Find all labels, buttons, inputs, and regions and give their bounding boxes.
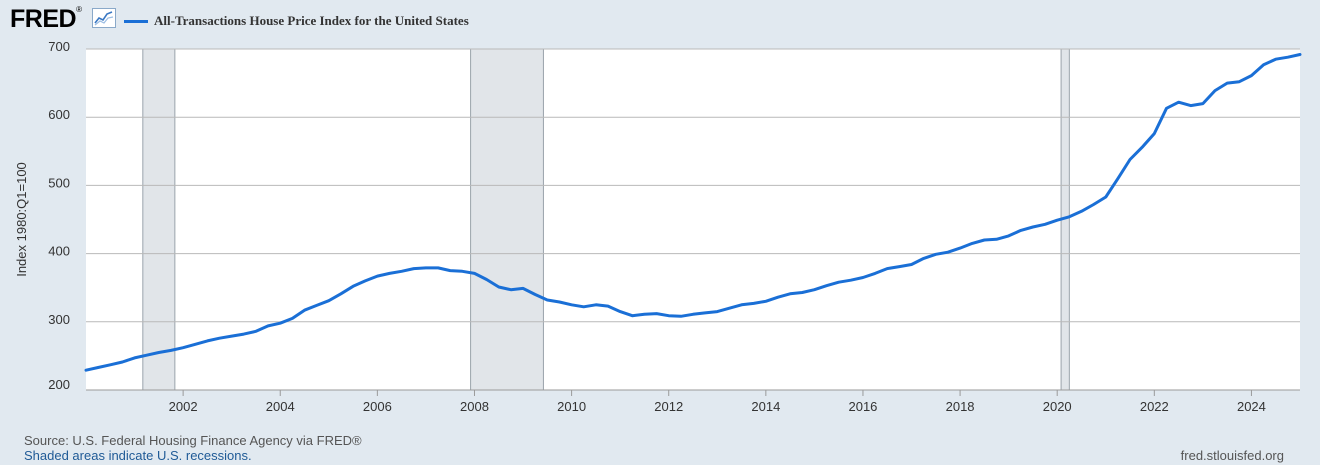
y-tick-label: 200 (48, 377, 70, 392)
x-tick-label: 2016 (848, 399, 877, 414)
x-tick-label: 2006 (363, 399, 392, 414)
y-tick-label: 600 (48, 107, 70, 122)
x-tick-label: 2018 (946, 399, 975, 414)
x-tick-label: 2004 (266, 399, 295, 414)
fred-url[interactable]: fred.stlouisfed.org (1180, 448, 1284, 463)
source-note: Source: U.S. Federal Housing Finance Age… (24, 433, 362, 448)
series-layer (84, 53, 1302, 372)
x-tick-label: 2010 (557, 399, 586, 414)
x-tick-label: 2020 (1043, 399, 1072, 414)
header: FRED® All-Transactions House Price Index… (0, 0, 1320, 44)
x-axis-ticks: 2002 2004 2006 2008 2010 2012 2014 2016 2018 2020… (86, 389, 1300, 414)
recession-note[interactable]: Shaded areas indicate U.S. recessions. (24, 448, 252, 463)
x-tick-label: 2014 (751, 399, 780, 414)
x-tick-label: 2012 (654, 399, 683, 414)
y-tick-label: 300 (48, 312, 70, 327)
fred-logo[interactable]: FRED® (10, 5, 82, 34)
x-tick-label: 2024 (1237, 399, 1266, 414)
y-axis-label: Index 1980:Q1=100 (14, 162, 29, 277)
series-line[interactable] (84, 53, 1302, 372)
y-axis-ticks: 200 300 400 500 600 700 (48, 39, 70, 392)
y-tick-label: 400 (48, 244, 70, 259)
x-tick-label: 2002 (169, 399, 198, 414)
y-tick-label: 500 (48, 175, 70, 190)
legend-label: All-Transactions House Price Index for t… (154, 13, 469, 28)
plot-area (86, 49, 1300, 390)
recession-band (142, 48, 176, 391)
x-tick-label: 2022 (1140, 399, 1169, 414)
y-tick-label: 700 (48, 39, 70, 54)
legend-swatch (124, 20, 148, 23)
logo-text: FRED (10, 5, 77, 33)
logo-registered: ® (76, 5, 82, 14)
x-tick-label: 2008 (460, 399, 489, 414)
chart-line-icon (92, 8, 116, 33)
recession-band (470, 48, 544, 391)
